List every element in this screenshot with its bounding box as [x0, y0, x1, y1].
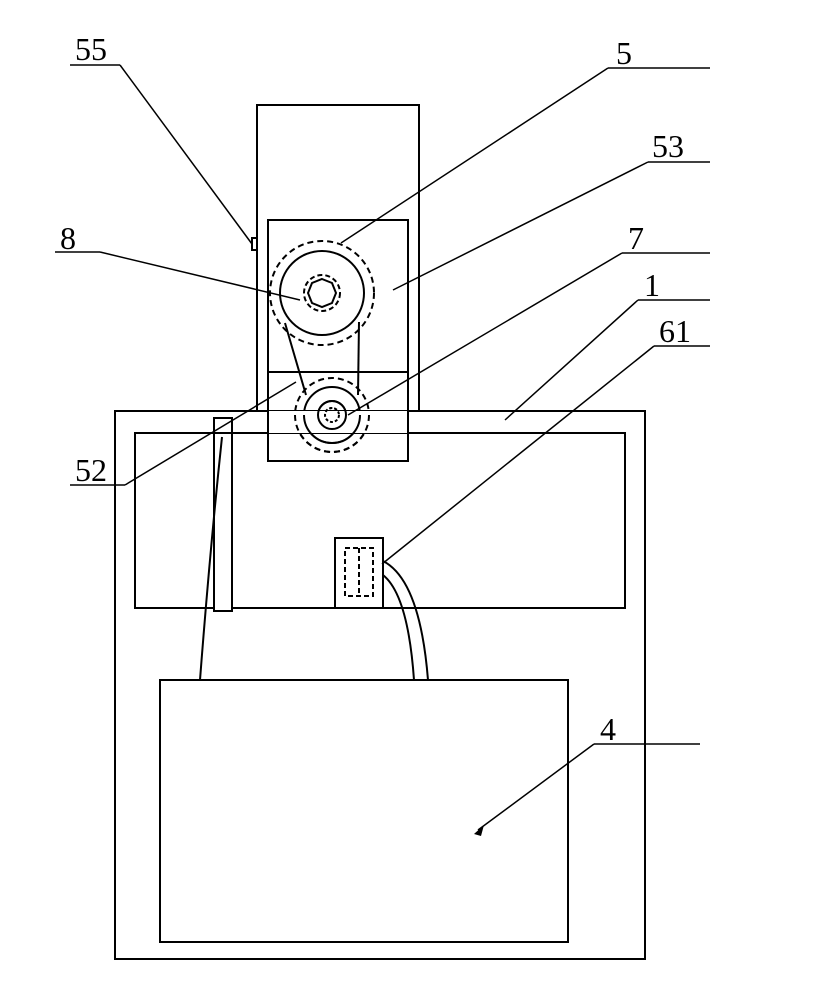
label-4: 4 — [600, 711, 616, 747]
label-61: 61 — [659, 313, 691, 349]
support-left — [214, 418, 232, 611]
bottom-frame — [160, 680, 568, 942]
tower-outer — [257, 105, 419, 411]
belt-right — [358, 322, 359, 395]
label-1: 1 — [644, 267, 660, 303]
technical-diagram: 55 5 53 8 7 1 61 52 — [0, 0, 830, 1000]
label-55: 55 — [75, 31, 107, 67]
label-53: 53 — [652, 128, 684, 164]
outer-frame — [115, 411, 645, 959]
label-8: 8 — [60, 220, 76, 256]
label-52: 52 — [75, 452, 107, 488]
label-5: 5 — [616, 35, 632, 71]
label-7: 7 — [628, 220, 644, 256]
protrusion-55 — [252, 238, 257, 250]
